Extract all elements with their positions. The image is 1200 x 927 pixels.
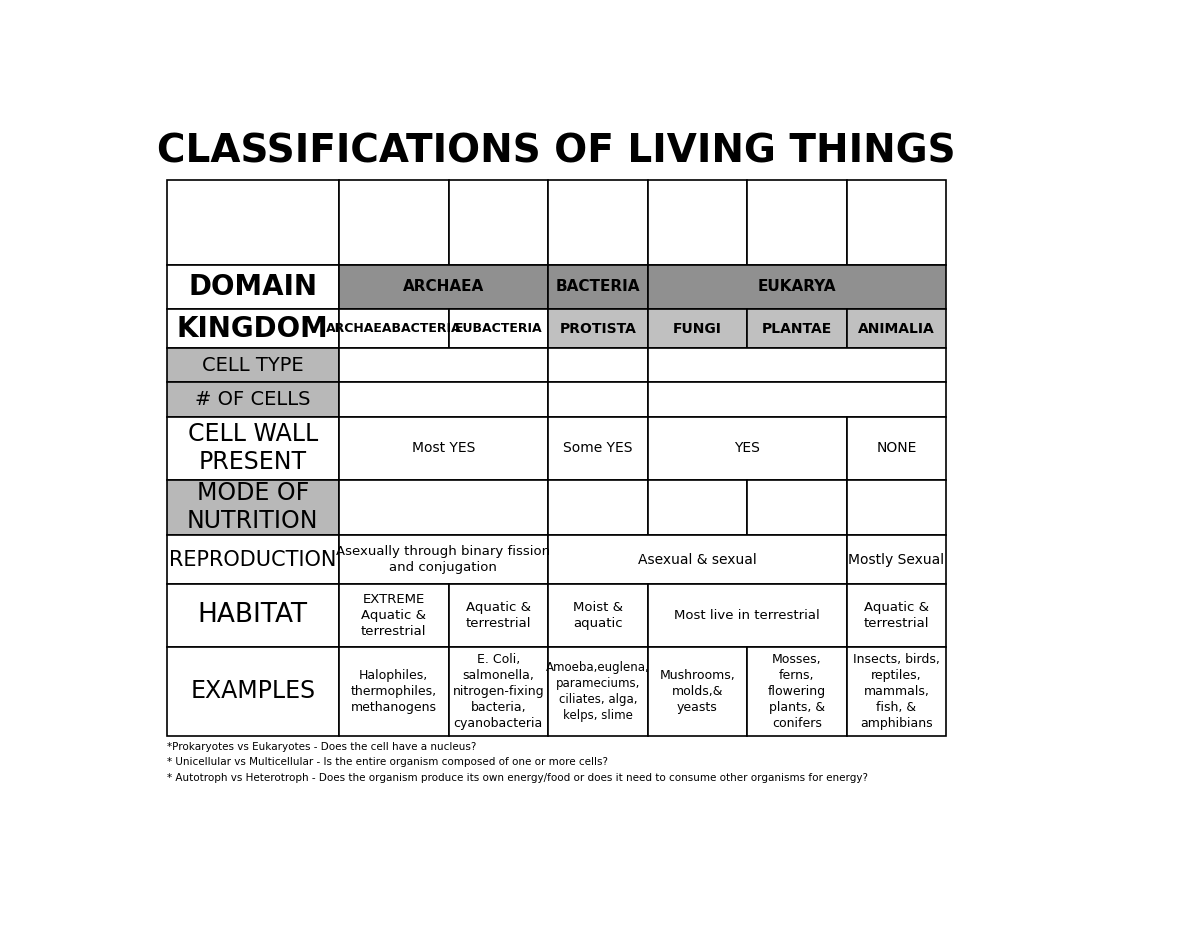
Text: Moist &
aquatic: Moist & aquatic xyxy=(572,601,623,629)
Text: FUNGI: FUNGI xyxy=(673,322,721,336)
Bar xyxy=(846,309,946,349)
Text: EXAMPLES: EXAMPLES xyxy=(191,679,316,704)
Bar xyxy=(648,309,748,349)
Bar xyxy=(748,647,846,736)
Bar xyxy=(338,349,548,383)
Text: DOMAIN: DOMAIN xyxy=(188,273,317,301)
Text: Mosses,
ferns,
flowering
plants, &
conifers: Mosses, ferns, flowering plants, & conif… xyxy=(768,653,826,730)
Bar xyxy=(338,584,449,647)
Bar xyxy=(648,265,946,309)
Bar xyxy=(548,309,648,349)
Bar xyxy=(548,584,648,647)
Text: EUKARYA: EUKARYA xyxy=(757,279,836,295)
Text: HABITAT: HABITAT xyxy=(198,603,308,629)
Text: *Prokaryotes vs Eukaryotes - Does the cell have a nucleus?: *Prokaryotes vs Eukaryotes - Does the ce… xyxy=(167,742,476,752)
Bar xyxy=(846,181,946,265)
Bar xyxy=(449,181,548,265)
Text: Mostly Sexual: Mostly Sexual xyxy=(848,552,944,566)
Text: Most live in terrestrial: Most live in terrestrial xyxy=(674,609,820,622)
Text: Insects, birds,
reptiles,
mammals,
fish, &
amphibians: Insects, birds, reptiles, mammals, fish,… xyxy=(853,653,940,730)
Text: Most YES: Most YES xyxy=(412,441,475,455)
Bar xyxy=(548,349,648,383)
Bar xyxy=(648,181,748,265)
Bar xyxy=(648,417,846,479)
Bar xyxy=(167,535,338,584)
Text: REPRODUCTION: REPRODUCTION xyxy=(169,550,336,569)
Text: BACTERIA: BACTERIA xyxy=(556,279,640,295)
Text: EUBACTERIA: EUBACTERIA xyxy=(455,322,542,335)
Bar xyxy=(338,479,548,535)
Text: EXTREME
Aquatic &
terrestrial: EXTREME Aquatic & terrestrial xyxy=(361,592,426,638)
Bar xyxy=(846,479,946,535)
Bar xyxy=(449,309,548,349)
Bar xyxy=(748,479,846,535)
Bar xyxy=(846,535,946,584)
Bar xyxy=(167,383,338,417)
Bar xyxy=(846,647,946,736)
Bar xyxy=(167,181,338,265)
Bar xyxy=(648,584,846,647)
Text: # OF CELLS: # OF CELLS xyxy=(196,390,311,409)
Bar xyxy=(648,647,748,736)
Bar xyxy=(449,584,548,647)
Bar xyxy=(748,309,846,349)
Bar xyxy=(167,309,338,349)
Text: YES: YES xyxy=(734,441,760,455)
Text: KINGDOM: KINGDOM xyxy=(176,314,329,343)
Bar xyxy=(548,181,648,265)
Text: Some YES: Some YES xyxy=(563,441,632,455)
Text: MODE OF
NUTRITION: MODE OF NUTRITION xyxy=(187,481,318,533)
Bar xyxy=(648,349,946,383)
Bar xyxy=(167,349,338,383)
Text: ARCHAEABACTERIA: ARCHAEABACTERIA xyxy=(326,322,462,335)
Bar xyxy=(648,479,748,535)
Bar xyxy=(167,584,338,647)
Bar xyxy=(648,383,946,417)
Bar xyxy=(548,265,648,309)
Text: ANIMALIA: ANIMALIA xyxy=(858,322,935,336)
Bar xyxy=(338,265,548,309)
Text: CELL WALL
PRESENT: CELL WALL PRESENT xyxy=(187,423,318,474)
Bar xyxy=(167,265,338,309)
Text: * Autotroph vs Heterotroph - Does the organism produce its own energy/food or do: * Autotroph vs Heterotroph - Does the or… xyxy=(167,773,868,783)
Bar xyxy=(548,383,648,417)
Text: CELL TYPE: CELL TYPE xyxy=(202,356,304,375)
Bar xyxy=(338,647,449,736)
Text: Asexual & sexual: Asexual & sexual xyxy=(638,552,757,566)
Bar xyxy=(338,535,548,584)
Bar xyxy=(846,417,946,479)
Bar xyxy=(338,383,548,417)
Bar xyxy=(167,647,338,736)
Bar xyxy=(338,309,449,349)
Bar xyxy=(338,417,548,479)
Bar xyxy=(167,417,338,479)
Text: CLASSIFICATIONS OF LIVING THINGS: CLASSIFICATIONS OF LIVING THINGS xyxy=(157,133,955,171)
Text: PROTISTA: PROTISTA xyxy=(559,322,636,336)
Text: Halophiles,
thermophiles,
methanogens: Halophiles, thermophiles, methanogens xyxy=(350,668,437,714)
Bar xyxy=(748,181,846,265)
Text: Mushrooms,
molds,&
yeasts: Mushrooms, molds,& yeasts xyxy=(660,668,736,714)
Bar xyxy=(449,647,548,736)
Text: Asexually through binary fission
and conjugation: Asexually through binary fission and con… xyxy=(336,545,551,574)
Bar xyxy=(338,181,449,265)
Text: * Unicellular vs Multicellular - Is the entire organism composed of one or more : * Unicellular vs Multicellular - Is the … xyxy=(167,757,607,768)
Text: Aquatic &
terrestrial: Aquatic & terrestrial xyxy=(466,601,532,629)
Text: Amoeba,euglena,
parameciums,
ciliates, alga,
kelps, slime: Amoeba,euglena, parameciums, ciliates, a… xyxy=(546,661,649,722)
Bar xyxy=(548,535,846,584)
Text: E. Coli,
salmonella,
nitrogen-fixing
bacteria,
cyanobacteria: E. Coli, salmonella, nitrogen-fixing bac… xyxy=(452,653,544,730)
Bar xyxy=(846,584,946,647)
Bar xyxy=(548,417,648,479)
Text: PLANTAE: PLANTAE xyxy=(762,322,832,336)
Text: ARCHAEA: ARCHAEA xyxy=(403,279,484,295)
Text: NONE: NONE xyxy=(876,441,917,455)
Bar xyxy=(167,479,338,535)
Bar xyxy=(548,479,648,535)
Bar xyxy=(548,647,648,736)
Text: Aquatic &
terrestrial: Aquatic & terrestrial xyxy=(864,601,929,629)
